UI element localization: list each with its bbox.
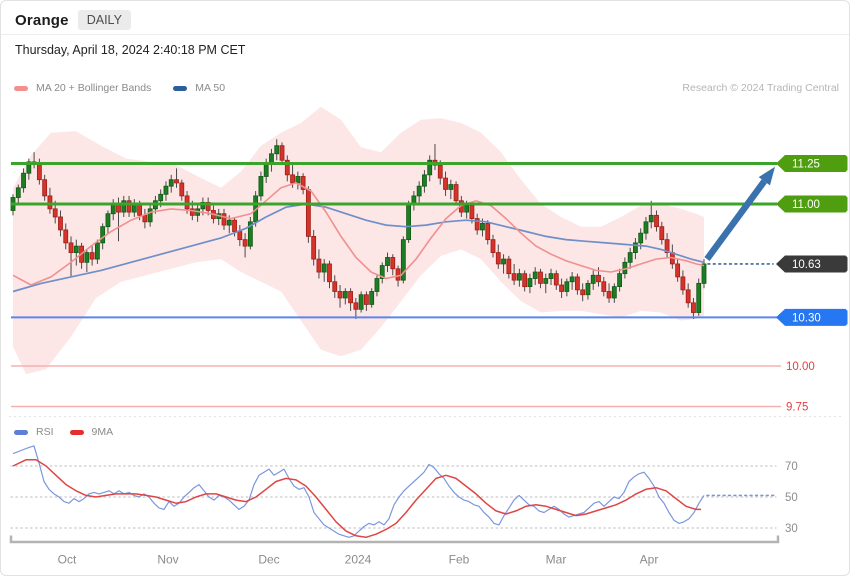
page-title: Orange — [15, 11, 69, 29]
attribution-text: Research © 2024 Trading Central — [682, 82, 839, 94]
header: Orange DAILY — [15, 8, 131, 32]
price-tag-label-10.63: 10.63 — [792, 259, 821, 271]
axis-month-label-Dec: Dec — [258, 553, 279, 567]
price-level-label-9.75: 9.75 — [786, 402, 808, 414]
ma20-line — [12, 182, 705, 286]
bullish-arrow-head — [758, 166, 775, 186]
rsi-level-label-50: 50 — [785, 492, 798, 504]
rsi-legend-label: RSI — [36, 426, 54, 438]
ma20-legend-label: MA 20 + Bollinger Bands — [36, 82, 152, 94]
price-tag-label-10.30: 10.30 — [792, 312, 821, 324]
rsi-level-label-30: 30 — [785, 523, 798, 535]
ma50-legend-label: MA 50 — [195, 82, 226, 94]
rsi-swatch-icon — [14, 429, 28, 435]
axis-month-label-Nov: Nov — [157, 553, 178, 567]
price-tag-10.30 — [776, 308, 848, 326]
rsi-9ma-line — [12, 459, 701, 539]
axis-month-label-Mar: Mar — [546, 553, 567, 567]
rsi-level-label-70: 70 — [785, 461, 798, 473]
rsi-legend: RSI 9MA — [14, 426, 113, 438]
price-chart-legend: MA 20 + Bollinger Bands MA 50 — [14, 82, 225, 94]
header-divider — [1, 34, 849, 35]
price-tag-11.25 — [776, 155, 848, 172]
time-axis — [9, 535, 780, 544]
ma20-bollinger-swatch-icon — [14, 85, 28, 91]
axis-month-label-Apr: Apr — [640, 553, 659, 567]
price-tag-label-11.25: 11.25 — [792, 159, 820, 171]
axis-month-label-2024: 2024 — [345, 553, 372, 567]
price-tag-11.00 — [776, 195, 848, 213]
datetime-text: Thursday, April 18, 2024 2:40:18 PM CET — [15, 43, 246, 57]
candles-layer — [10, 139, 707, 320]
axis-month-label-Oct: Oct — [58, 553, 77, 567]
timeframe-badge[interactable]: DAILY — [77, 10, 131, 30]
ma50-line — [12, 203, 705, 293]
ma50-swatch-icon — [173, 85, 188, 91]
bullish-arrow-shaft — [704, 179, 767, 262]
rsi-9ma-swatch-icon — [69, 429, 84, 435]
rsi-line — [12, 445, 705, 538]
price-level-label-10.00: 10.00 — [786, 361, 815, 373]
price-tag-10.63 — [776, 255, 848, 273]
axis-month-label-Feb: Feb — [449, 553, 470, 567]
rsi-9ma-legend-label: 9MA — [91, 426, 114, 438]
price-tag-label-11.00: 11.00 — [792, 199, 820, 211]
bollinger-band-fill — [13, 106, 704, 375]
